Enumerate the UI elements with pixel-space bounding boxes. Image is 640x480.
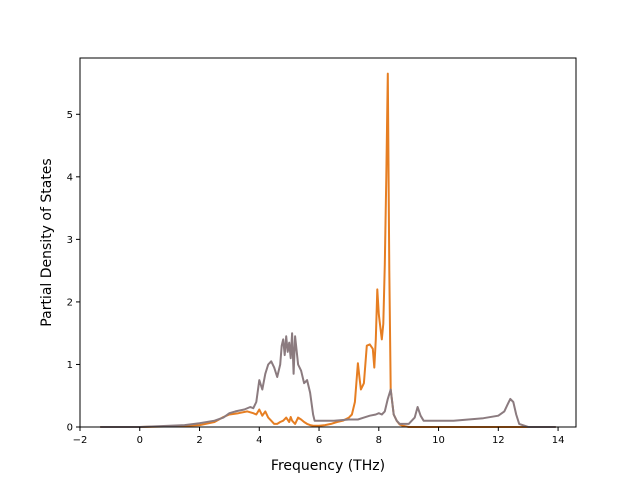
- x-tick-label: 14: [552, 435, 565, 446]
- plot-frame: [79, 57, 577, 428]
- x-tick-label: 2: [196, 435, 202, 446]
- y-tick-label: 0: [67, 423, 73, 434]
- x-axis: −2 0 2 4 6 8 10 12 14: [73, 427, 565, 446]
- y-tick-label: 2: [67, 297, 73, 308]
- y-tick-label: 5: [67, 110, 73, 121]
- y-tick-label: 1: [67, 360, 73, 371]
- x-tick-label: 10: [432, 435, 445, 446]
- x-axis-title: Frequency (THz): [271, 458, 385, 474]
- y-tick-label: 3: [67, 235, 73, 246]
- x-tick-label: 4: [256, 435, 262, 446]
- y-axis: 0 1 2 3 4 5: [67, 110, 80, 434]
- y-tick-label: 4: [67, 172, 73, 183]
- series-line-2: [99, 332, 557, 428]
- x-tick-label: −2: [73, 435, 88, 446]
- y-axis-title: Partial Density of States: [39, 158, 55, 326]
- series-layer: [99, 72, 557, 428]
- x-tick-label: 12: [492, 435, 505, 446]
- x-tick-label: 8: [376, 435, 382, 446]
- x-tick-label: 0: [137, 435, 143, 446]
- x-tick-label: 6: [316, 435, 322, 446]
